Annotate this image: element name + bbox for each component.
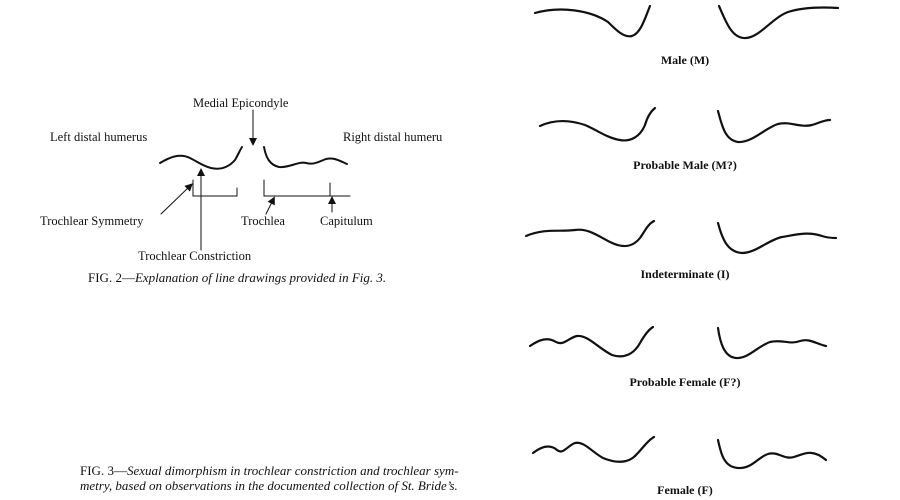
fig3-caption-prefix: FIG. 3— <box>80 463 127 478</box>
fig3-probable-female-drawing <box>528 325 828 360</box>
fig3-male-drawing <box>533 4 840 40</box>
fig2-trochlea-arrow <box>265 196 275 215</box>
fig3-caption-text-2: metry, based on observations in the docu… <box>80 478 458 493</box>
fig2-right-humerus-outline <box>263 146 348 169</box>
label-trochlear-constriction: Trochlear Constriction <box>138 249 252 263</box>
fig2-symmetry-arrow <box>160 183 193 215</box>
probable-male-right-outline <box>716 109 832 144</box>
fig2-caption: FIG. 2—Explanation of line drawings prov… <box>88 270 386 286</box>
fig3-caption-text-1: Sexual dimorphism in trochlear constrict… <box>126 463 459 478</box>
fig2-caption-text: Explanation of line drawings provided in… <box>134 270 387 285</box>
fig3-female-drawing <box>531 435 828 470</box>
probable-female-left-outline <box>528 325 655 358</box>
row-label-probable-male: Probable Male (M?) <box>633 158 737 172</box>
fig3-caption-line1: FIG. 3—Sexual dimorphism in trochlear co… <box>80 463 459 479</box>
probable-female-right-outline <box>716 326 828 360</box>
label-capitulum: Capitulum <box>320 214 373 228</box>
label-left-distal-humerus: Left distal humerus <box>50 130 148 144</box>
probable-male-left-outline <box>538 106 657 142</box>
fig2-drawing <box>159 109 351 251</box>
row-label-male: Male (M) <box>660 53 710 67</box>
female-right-outline <box>716 438 828 470</box>
label-trochlea: Trochlea <box>241 214 285 228</box>
row-label-female: Female (F) <box>657 483 713 497</box>
male-left-outline <box>533 4 652 38</box>
male-right-outline <box>717 4 840 40</box>
fig2-caption-prefix: FIG. 2— <box>88 270 135 285</box>
female-left-outline <box>531 435 656 463</box>
label-trochlear-symmetry: Trochlear Symmetry <box>40 214 144 228</box>
fig2-left-humerus-outline <box>159 146 243 170</box>
row-label-indeterminate: Indeterminate (I) <box>640 267 730 281</box>
fig3-caption-line2: metry, based on observations in the docu… <box>80 478 458 494</box>
fig3-probable-male-drawing <box>538 106 832 144</box>
fig3-indeterminate-drawing <box>524 219 838 255</box>
label-medial-epicondyle: Medial Epicondyle <box>193 96 289 110</box>
indeterminate-left-outline <box>524 219 656 248</box>
label-right-distal-humerus: Right distal humeru <box>343 130 443 144</box>
row-label-probable-female: Probable Female (F?) <box>629 375 741 389</box>
indeterminate-right-outline <box>716 221 838 255</box>
